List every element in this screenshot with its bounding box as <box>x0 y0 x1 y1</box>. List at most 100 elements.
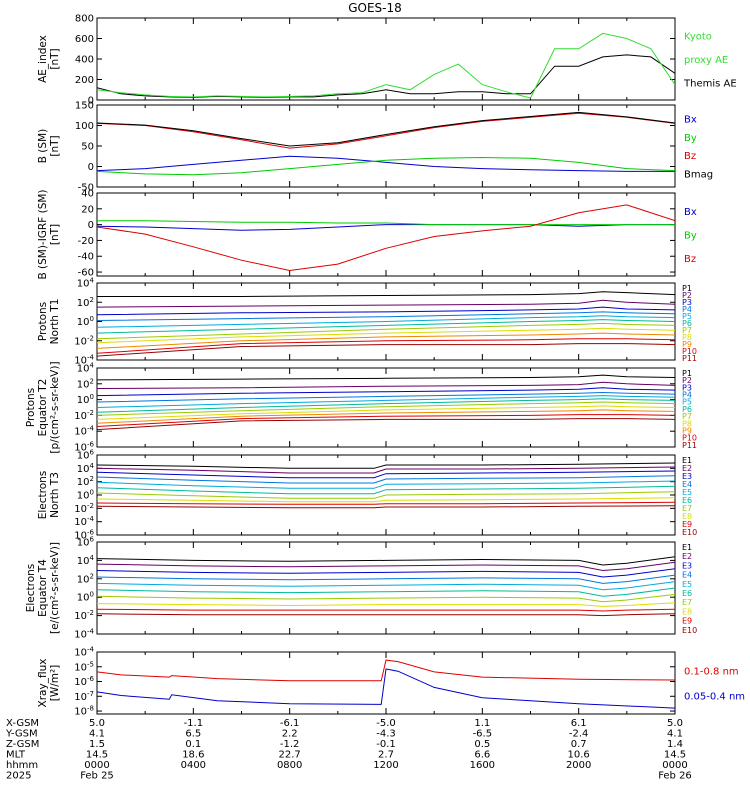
panel-frame <box>96 17 676 101</box>
legend-entry: E8 <box>682 607 692 616</box>
legend-entry: P9 <box>682 340 692 349</box>
y-tick-label: 0 <box>88 220 94 231</box>
series-line-p11 <box>97 343 675 357</box>
y-tick-label: 102 <box>77 377 94 390</box>
series-line-p10 <box>97 338 675 354</box>
series-line-e5 <box>97 581 675 591</box>
y-axis-label: [nT] <box>49 135 61 156</box>
panel-xray: 10-8 10-7 10-6 10-510-4 Xray_flux [W/m²] 0.1-0… <box>37 646 745 718</box>
y-tick-label: 104 <box>77 462 95 475</box>
y-tick-label: 800 <box>75 14 94 25</box>
legend-entry: Bx <box>684 115 697 126</box>
y-axis-label: Equator T4 <box>37 559 49 617</box>
y-tick-label: 100 <box>77 393 94 406</box>
legend-entry: E7 <box>682 598 692 607</box>
series-line-e3 <box>97 470 675 479</box>
ephemeris-cell: 1600 <box>470 760 495 771</box>
series-line-p1 <box>97 291 675 297</box>
series-line-e4 <box>97 574 675 584</box>
series-line-e2 <box>97 466 675 474</box>
series-line-e7 <box>97 593 675 603</box>
y-axis-label: [e/(cm²-s-sr-keV)] <box>49 542 61 634</box>
series-line-themis-ae <box>97 54 675 98</box>
legend-entry: P3 <box>682 298 692 307</box>
legend-entry: E3 <box>682 561 692 570</box>
ephemeris-cell: 2000 <box>566 760 591 771</box>
legend-entry: P3 <box>682 383 692 392</box>
legend-entry: Themis AE <box>683 78 737 89</box>
series-line-by <box>97 220 675 226</box>
y-tick-label: 200 <box>75 75 94 86</box>
y-axis-label: Protons <box>37 302 49 341</box>
y-tick-label: 100 <box>77 591 94 604</box>
legend-entry: P6 <box>682 405 692 414</box>
series-line-e7 <box>97 491 675 499</box>
legend-entry: E6 <box>682 496 692 505</box>
ephemeris-cell: 1200 <box>373 760 398 771</box>
y-tick-label: 10-6 <box>74 529 94 542</box>
legend-entry: P6 <box>682 319 692 328</box>
y-tick-label: 10-2 <box>74 609 94 622</box>
y-tick-label: 100 <box>75 121 94 132</box>
ephemeris-cell: Feb 26 <box>658 771 692 782</box>
y-tick-label: 106 <box>77 449 95 462</box>
legend-entry: E7 <box>682 504 692 513</box>
series-line-e9 <box>97 608 675 612</box>
series-line-p2 <box>97 299 675 308</box>
series-line-p2 <box>97 381 675 389</box>
ephemeris-cell: 0400 <box>181 760 206 771</box>
series-group <box>97 556 675 617</box>
ephemeris-cell: -1.1 <box>184 718 204 729</box>
y-axis-label: Electrons <box>25 564 37 613</box>
ephemeris-cell: -5.0 <box>376 718 396 729</box>
y-axis-label: B (SM)-IGRF (SM) <box>37 189 49 279</box>
y-axis-label: [nT] <box>49 224 61 245</box>
y-tick-label: 0 <box>88 162 94 173</box>
ephemeris-cell: 22.7 <box>279 750 301 761</box>
legend-entry: E10 <box>682 626 697 635</box>
ephemeris-cell: -4.3 <box>376 729 396 740</box>
series-line-by <box>97 156 675 176</box>
ephemeris-cell: 10.6 <box>568 750 590 761</box>
y-axis-label: [p/(cm²-s-sr-keV)] <box>49 361 61 453</box>
y-axis-label: Xray_flux <box>37 659 49 708</box>
legend-entry: proxy AE <box>684 55 728 66</box>
series-line-e9 <box>97 501 675 505</box>
ephemeris-row-label: MLT <box>6 750 26 761</box>
series-group <box>97 204 675 272</box>
panel-ee: 10-4 10-2 100 102 104 106 Electrons Equator T4[… <box>25 536 697 641</box>
legend-entry: P8 <box>682 419 692 428</box>
series-line-e1 <box>97 556 675 566</box>
ephemeris-cell: 18.6 <box>182 750 204 761</box>
series-line-p7 <box>97 401 675 416</box>
legend-entry: Bx <box>684 207 697 218</box>
legend-entry: P11 <box>682 354 697 363</box>
y-tick-label: 50 <box>81 142 94 153</box>
panel-bsm: -50 0 50 100 150 B (SM) [nT] Bx By Bz Bmag <box>37 101 713 194</box>
legend-entry: P8 <box>682 333 692 342</box>
series-line-e5 <box>97 480 675 489</box>
y-axis-label: AE_index <box>37 35 49 83</box>
y-tick-label: 102 <box>77 572 94 585</box>
legend-entry: E3 <box>682 472 692 481</box>
legend-entry: P9 <box>682 426 692 435</box>
ephemeris-cell: -6.1 <box>280 718 300 729</box>
y-tick-label: -40 <box>78 252 94 263</box>
y-tick-label: 20 <box>81 204 94 215</box>
series-line-p3 <box>97 306 675 316</box>
y-axis-label: North T1 <box>49 299 61 345</box>
legend-entry: E10 <box>682 528 697 537</box>
ephemeris-cell: 4.1 <box>667 729 683 740</box>
legend-entry: 0.05-0.4 nm <box>684 691 745 702</box>
y-tick-label: 100 <box>77 315 94 328</box>
legend-entry: E2 <box>682 464 692 473</box>
ephemeris-cell: 5.0 <box>89 718 105 729</box>
legend-entry: By <box>684 133 697 144</box>
series-line-e6 <box>97 587 675 597</box>
series-line-e10 <box>97 505 675 509</box>
panel-dbsm: -60 -40 -20 0 20 40 B (SM)-IGRF (SM) [nT] Bx By Bz <box>37 189 697 280</box>
series-line-bmag <box>97 111 675 147</box>
ephemeris-cell: 2.2 <box>282 729 298 740</box>
y-tick-label: 10-4 <box>74 354 94 367</box>
